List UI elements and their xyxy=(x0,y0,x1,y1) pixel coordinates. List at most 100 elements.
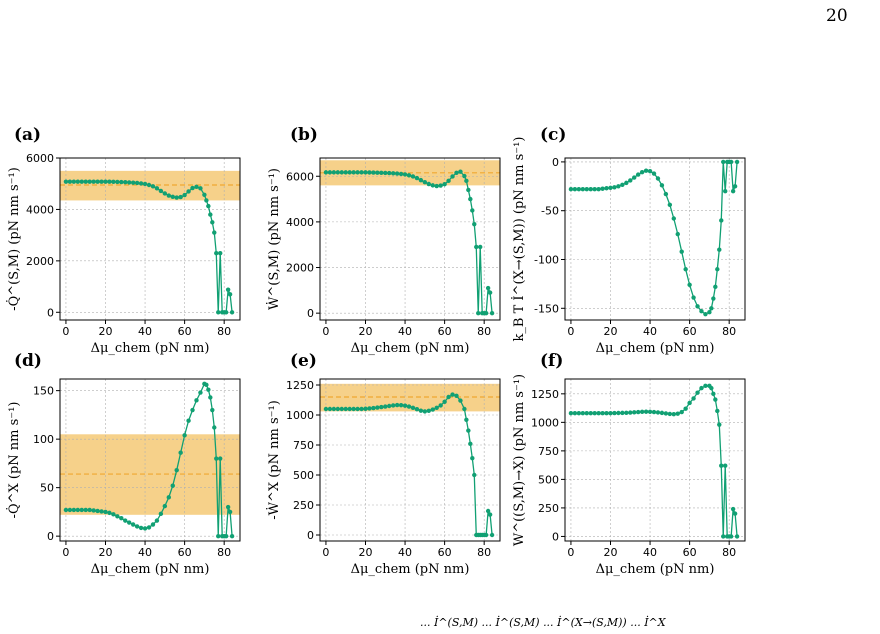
x-tick-label: 20 xyxy=(358,546,372,559)
data-point xyxy=(166,495,171,500)
series-line xyxy=(570,385,738,538)
data-point xyxy=(223,533,229,539)
data-point xyxy=(355,170,360,175)
data-point xyxy=(434,405,439,410)
data-point xyxy=(485,508,491,514)
data-point xyxy=(699,385,704,391)
data-point xyxy=(154,518,160,523)
data-point xyxy=(699,309,704,314)
data-point xyxy=(87,507,92,513)
y-tick-label: 250 xyxy=(293,499,314,512)
y-axis-label: -Q̇^(S,M) (pN nm s⁻¹) xyxy=(6,167,22,311)
data-point xyxy=(430,407,435,412)
data-point xyxy=(472,221,477,227)
data-point xyxy=(166,193,171,198)
data-point xyxy=(612,185,617,190)
data-point xyxy=(414,407,420,412)
data-point xyxy=(398,171,404,177)
panel-letter: (d) xyxy=(14,351,42,371)
data-point xyxy=(422,179,428,185)
data-point xyxy=(371,405,376,411)
panel-d: (d) 0 20 40 60 80 0 50 100 150 Δμ_chem (pN nm) -Q̇^… xyxy=(6,351,241,577)
data-point xyxy=(483,532,489,538)
x-tick-label: 20 xyxy=(603,546,617,559)
x-tick-label: 60 xyxy=(438,546,452,559)
x-tick-label: 80 xyxy=(722,325,736,338)
data-point xyxy=(398,402,404,408)
data-point xyxy=(604,186,609,191)
data-point xyxy=(146,182,152,188)
data-point xyxy=(363,406,368,411)
data-point xyxy=(323,406,329,412)
data-point xyxy=(174,467,179,473)
data-point xyxy=(367,406,372,411)
data-point xyxy=(142,526,148,531)
data-point xyxy=(651,171,657,176)
data-point xyxy=(709,385,714,391)
data-point xyxy=(643,409,649,414)
y-tick-label: 0 xyxy=(307,529,314,542)
y-tick-label: 4000 xyxy=(286,216,314,229)
data-point xyxy=(103,509,108,515)
data-point xyxy=(659,410,665,416)
data-point xyxy=(468,441,473,446)
data-point xyxy=(620,410,625,416)
data-point xyxy=(655,410,661,415)
data-point xyxy=(426,181,431,187)
data-point xyxy=(458,398,463,403)
data-point xyxy=(363,170,368,175)
data-point xyxy=(572,411,578,416)
data-point xyxy=(146,525,152,530)
data-point xyxy=(178,194,183,200)
data-point xyxy=(691,396,696,401)
data-point xyxy=(150,184,156,189)
data-point xyxy=(715,408,720,414)
data-point xyxy=(667,411,673,417)
data-point xyxy=(339,170,344,175)
data-point xyxy=(402,172,408,177)
data-point xyxy=(410,174,416,179)
data-point xyxy=(343,406,348,412)
data-point xyxy=(483,310,489,316)
data-point xyxy=(635,172,641,177)
data-point xyxy=(683,406,688,411)
data-point xyxy=(576,187,582,192)
data-point xyxy=(635,409,641,415)
data-point xyxy=(218,456,223,461)
x-axis-label: Δμ_chem (pN nm) xyxy=(91,562,210,577)
data-point xyxy=(687,400,692,406)
data-point xyxy=(628,410,633,415)
data-point xyxy=(584,187,589,192)
data-point xyxy=(359,170,364,175)
data-point xyxy=(79,179,84,184)
data-point xyxy=(174,195,179,200)
data-point xyxy=(123,518,128,523)
data-point xyxy=(728,534,734,539)
data-point xyxy=(647,409,653,415)
data-point xyxy=(198,390,203,395)
data-point xyxy=(732,511,738,516)
data-point xyxy=(335,170,341,175)
data-point xyxy=(347,406,352,412)
x-tick-label: 0 xyxy=(567,325,574,338)
series-line xyxy=(325,170,493,314)
data-point xyxy=(227,509,233,515)
data-point xyxy=(212,230,217,235)
data-point xyxy=(170,483,175,488)
data-point xyxy=(584,411,589,416)
data-point xyxy=(476,310,481,316)
data-point xyxy=(474,244,479,250)
x-tick-label: 40 xyxy=(398,325,412,338)
panel-letter: (f) xyxy=(540,351,563,371)
data-point xyxy=(223,310,229,315)
data-point xyxy=(91,508,96,513)
data-point xyxy=(390,171,396,176)
data-point xyxy=(616,184,621,189)
data-point xyxy=(732,184,738,189)
data-point xyxy=(130,180,136,185)
y-tick-label: 0 xyxy=(552,530,559,543)
x-axis-label: Δμ_chem (pN nm) xyxy=(596,562,715,577)
data-point xyxy=(111,512,116,517)
panel-letter: (c) xyxy=(540,125,566,145)
data-point xyxy=(734,159,740,165)
